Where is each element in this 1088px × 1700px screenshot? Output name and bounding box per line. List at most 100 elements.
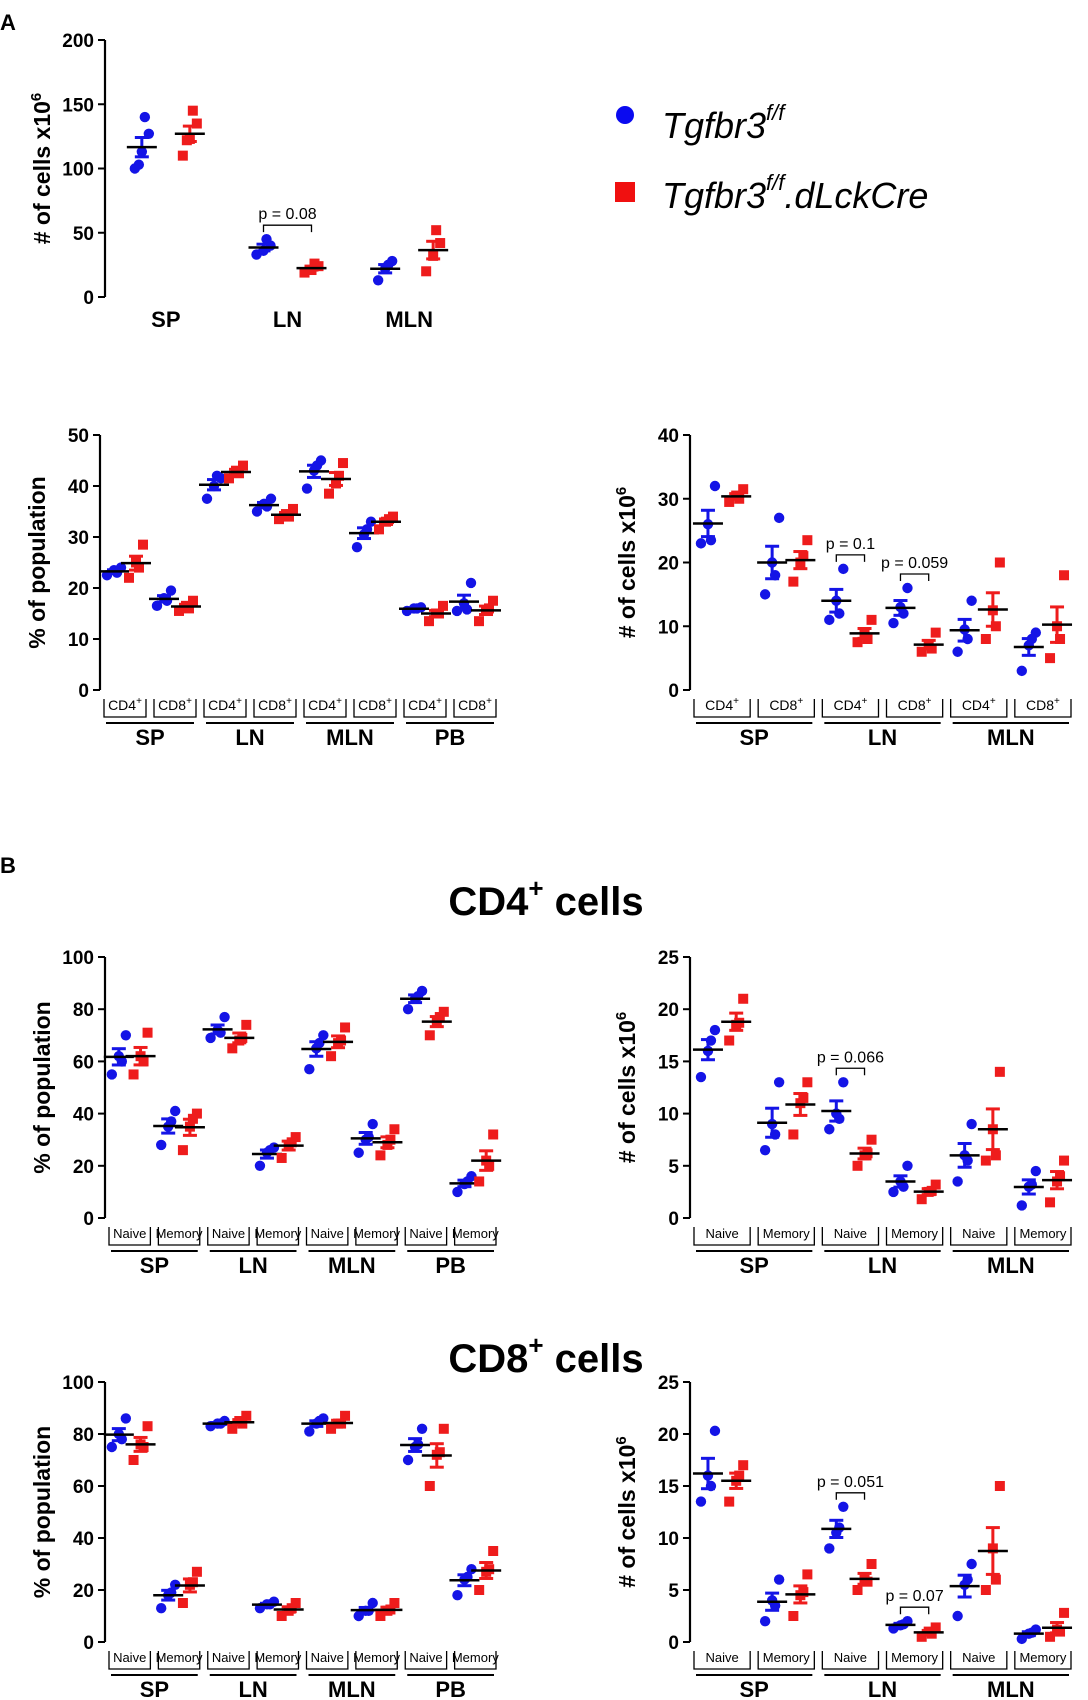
data-point-ko	[375, 1150, 386, 1161]
data-point-ko	[224, 473, 234, 484]
data-point-ko	[930, 627, 941, 638]
y-tick-label: 60	[73, 1052, 94, 1073]
data-point-ko	[866, 1134, 877, 1145]
data-point-ko	[338, 458, 348, 469]
data-point-ko	[738, 993, 749, 1004]
data-point-ctrl	[133, 159, 145, 170]
data-point-ko	[191, 118, 202, 129]
x-sub-label: CD8+	[898, 696, 932, 713]
x-sub-bracket	[821, 699, 880, 718]
x-group-label: MLN	[987, 1677, 1035, 1700]
data-point-ctrl	[838, 1077, 849, 1088]
x-sub-label: Memory	[254, 1650, 301, 1665]
data-point-ko	[431, 225, 442, 236]
y-tick-label: 40	[73, 1105, 94, 1126]
y-tick-label: 20	[658, 554, 679, 575]
data-point-ko	[227, 1043, 238, 1054]
data-point-ko	[738, 1460, 749, 1471]
x-sub-label: CD8+	[358, 696, 392, 713]
data-point-ctrl	[120, 1413, 132, 1424]
data-point-ko	[290, 1598, 301, 1608]
x-sub-bracket	[821, 1651, 880, 1670]
data-point-ctrl	[695, 1071, 707, 1083]
x-sub-bracket	[885, 699, 944, 718]
p-value-label: p = 0.051	[817, 1474, 884, 1491]
data-point-ko	[124, 572, 134, 583]
data-point-ko	[788, 1611, 799, 1621]
panel-label-b: B	[0, 853, 16, 878]
data-point-ctrl	[952, 1176, 963, 1187]
data-point-ko	[191, 1108, 202, 1119]
p-value-label: p = 0.1	[826, 536, 875, 553]
data-point-ko	[326, 1423, 337, 1434]
data-point-ctrl	[139, 111, 151, 123]
data-point-ko	[994, 557, 1005, 568]
data-point-ctrl	[773, 1077, 785, 1088]
data-point-ctrl	[261, 233, 272, 245]
y-tick-label: 100	[62, 160, 94, 181]
data-point-ko	[474, 1585, 485, 1595]
data-point-ko	[990, 1574, 1001, 1585]
y-tick-label: 20	[73, 1157, 94, 1178]
x-sub-label: Memory	[891, 1226, 938, 1241]
data-point-ko	[930, 1622, 941, 1633]
x-sub-label: Naive	[113, 1226, 146, 1241]
chart-a2: 0 10 20 30 40 50 % of population CD4+ CD8+ SP CD4+…	[24, 426, 501, 750]
x-sub-label: Memory	[1019, 1226, 1066, 1241]
x-sub-bracket	[693, 1651, 751, 1670]
y-tick-label: 50	[73, 224, 94, 245]
data-point-ko	[788, 576, 799, 587]
x-group-label: LN	[868, 725, 897, 750]
y-tick-label: 50	[68, 426, 89, 447]
data-point-ctrl	[156, 1603, 167, 1614]
x-sub-bracket	[256, 1651, 300, 1670]
data-point-ko	[930, 1179, 941, 1190]
x-group-label: SP	[739, 1677, 768, 1700]
data-point-ctrl	[201, 493, 213, 504]
legend-label-ko: Tgfbr3f/f.dLckCre	[662, 170, 928, 216]
data-point-ko	[191, 1566, 202, 1577]
x-group-label: SP	[140, 1253, 169, 1278]
y-tick-label: 30	[68, 528, 89, 549]
y-tick-label: 15	[658, 1052, 680, 1073]
x-sub-label: Naive	[834, 1650, 867, 1665]
data-point-ko	[734, 1470, 745, 1481]
data-point-ko	[326, 1051, 337, 1062]
x-sub-label: Naive	[409, 1650, 442, 1665]
x-sub-label: Naive	[962, 1650, 995, 1665]
data-point-ko	[227, 1423, 238, 1434]
data-point-ctrl	[966, 595, 977, 606]
data-point-ko	[852, 1160, 863, 1171]
data-point-ko	[980, 1585, 991, 1595]
data-point-ko	[288, 503, 298, 514]
data-point-ctrl	[1030, 1165, 1042, 1177]
data-point-ctrl	[416, 1423, 428, 1435]
y-axis-label: # of cells x106	[613, 1012, 640, 1164]
data-point-ko	[738, 484, 749, 495]
data-point-ctrl	[120, 1030, 132, 1041]
x-sub-label: Naive	[212, 1650, 245, 1665]
data-point-ko	[798, 1587, 809, 1598]
data-point-ko	[852, 637, 863, 648]
data-point-ctrl	[452, 1186, 463, 1198]
x-sub-label: CD4+	[308, 696, 342, 713]
x-sub-label: Memory	[891, 1650, 938, 1665]
data-point-ctrl	[402, 1454, 414, 1466]
y-tick-label: 40	[73, 1529, 94, 1550]
data-point-ctrl	[709, 1024, 721, 1036]
x-group-label: MLN	[328, 1677, 376, 1700]
data-point-ko	[484, 603, 494, 614]
data-point-ctrl	[353, 1147, 364, 1158]
data-point-ko	[1059, 1155, 1070, 1166]
data-point-ko	[1055, 1171, 1066, 1182]
x-sub-label: CD4+	[962, 696, 996, 713]
data-point-ko	[374, 524, 384, 535]
data-point-ctrl	[465, 577, 477, 589]
data-point-ko	[1059, 1607, 1070, 1618]
y-tick-label: 100	[62, 948, 94, 969]
data-point-ko	[274, 514, 284, 525]
data-point-ctrl	[759, 1144, 771, 1156]
y-tick-label: 25	[658, 948, 680, 969]
x-group-label: SP	[739, 1253, 768, 1278]
